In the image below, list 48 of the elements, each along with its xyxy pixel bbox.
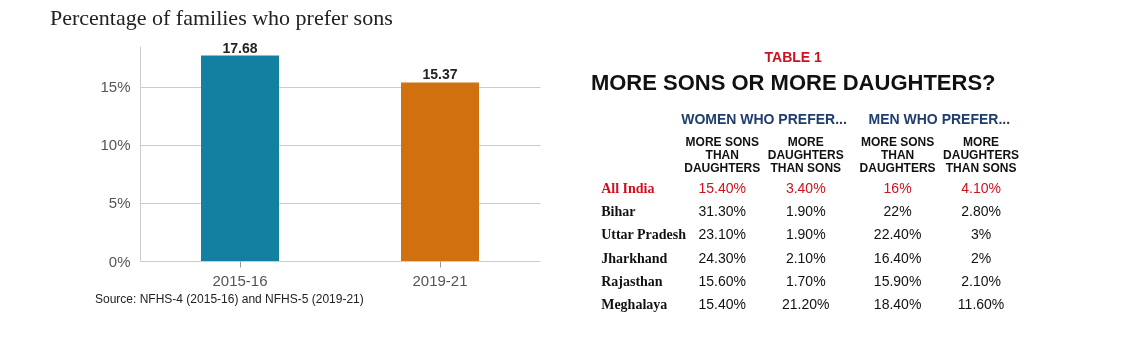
category-label: MORE SONS THAN DAUGHTERS [684, 135, 761, 176]
data-label: 17.68 [222, 39, 258, 56]
text: TABLE 1 [764, 48, 823, 65]
y-tick-label: 5% [108, 194, 131, 212]
text: 1.90% [785, 203, 826, 220]
category-label: Rajasthan [601, 273, 663, 289]
text: 2.10% [785, 249, 826, 266]
data-label: 15.37 [422, 66, 458, 83]
y-tick-label: 10% [100, 136, 131, 154]
text: 3.40% [785, 180, 826, 197]
text: 31.30% [698, 203, 746, 220]
text: 2% [970, 249, 992, 266]
text: 18.40% [873, 295, 922, 312]
text: 2.80% [961, 203, 1001, 220]
category-label: Bihar [601, 204, 636, 220]
text: MEN WHO PREFER... [868, 110, 1011, 127]
text: 2.10% [961, 272, 1001, 289]
x-tick-label: 2015-16 [212, 271, 268, 289]
text: 15.40% [698, 295, 746, 312]
category-label: MORE DAUGHTERS THAN SONS [943, 135, 1020, 176]
text: 1.70% [785, 272, 826, 289]
y-tick-label: 0% [108, 252, 131, 270]
source-note: Source: NFHS-4 (2015-16) and NFHS-5 (2019-21) [95, 292, 364, 306]
text: 1.90% [785, 226, 826, 243]
text: 3% [970, 226, 992, 243]
category-label: MORE SONS THAN DAUGHTERS [859, 135, 936, 176]
text: MORE SONS OR MORE DAUGHTERS? [590, 69, 996, 95]
category-label: All India [601, 181, 655, 197]
text: 11.60% [957, 295, 1005, 312]
category-label: Uttar Pradesh [601, 227, 687, 243]
text: 24.30% [698, 249, 746, 266]
text: 15.90% [873, 272, 922, 289]
text: 15.60% [698, 272, 746, 289]
text: 16.40% [873, 249, 922, 266]
category-label: Meghalaya [601, 296, 668, 312]
text: 4.10% [961, 180, 1001, 197]
category-label: MORE DAUGHTERS THAN SONS [767, 135, 844, 176]
y-tick-label: 15% [100, 78, 131, 96]
text: WOMEN WHO PREFER... [681, 110, 847, 127]
chart-title: Percentage of families who prefer sons [50, 4, 393, 30]
text: 16% [883, 180, 912, 197]
category-label: Jharkhand [601, 250, 668, 266]
x-tick-label: 2019-21 [412, 271, 468, 289]
text: 22.40% [873, 226, 922, 243]
text: 23.10% [698, 226, 746, 243]
text: 15.40% [698, 180, 746, 197]
text: 21.20% [782, 295, 830, 312]
text: 22% [883, 203, 912, 220]
